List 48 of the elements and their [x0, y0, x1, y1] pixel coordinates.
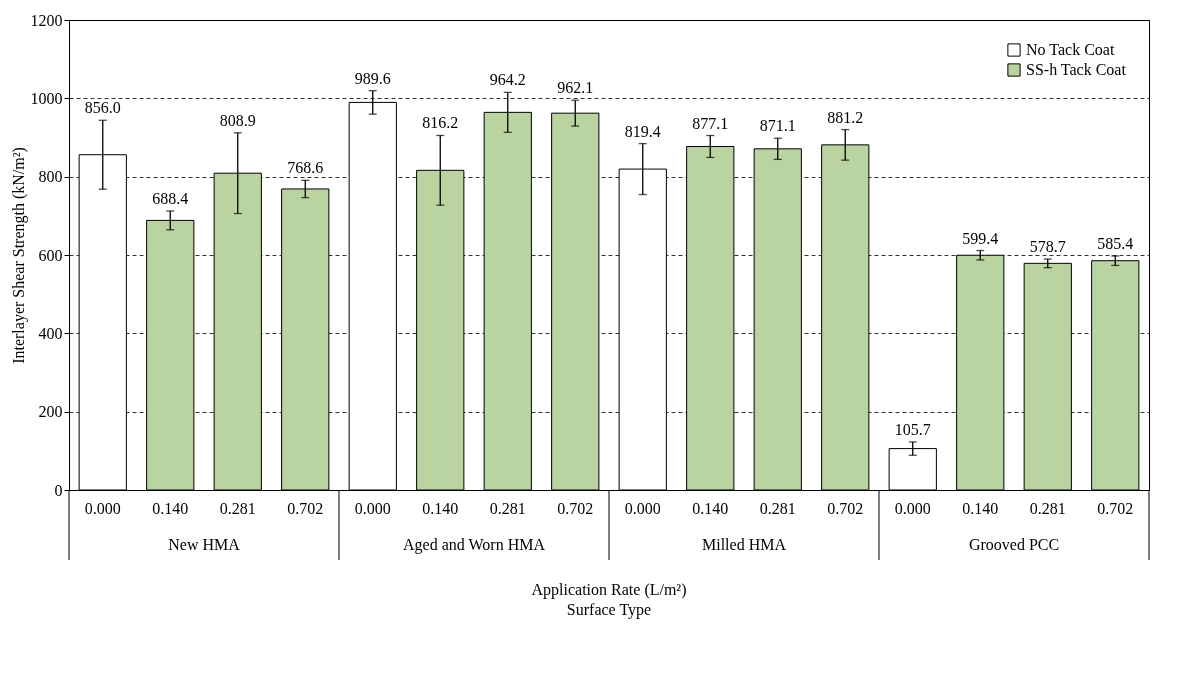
x-tick-label: 0.140: [422, 499, 459, 517]
data-label: 816.2: [422, 114, 459, 132]
data-label: 585.4: [1097, 235, 1134, 253]
data-label: 856.0: [84, 99, 121, 117]
text: New HMA: [168, 536, 241, 553]
y-tick-label: 0: [54, 481, 63, 499]
data-label: 768.6: [287, 159, 324, 177]
y-tick-label: 800: [38, 168, 63, 186]
text: Milled HMA: [702, 536, 787, 553]
x-tick-label: 0.140: [962, 499, 999, 517]
data-label: 989.6: [354, 69, 391, 87]
data-label: 962.1: [557, 79, 594, 97]
y-tick-label: 600: [38, 246, 63, 264]
x-tick-label: 0.702: [287, 499, 324, 517]
legend-label: No Tack Coat: [1026, 41, 1115, 58]
x-tick-label: 0.000: [84, 499, 121, 517]
legend-label: SS-h Tack Coat: [1026, 61, 1127, 78]
x-tick-label: 0.281: [759, 499, 796, 517]
x-tick-label: 0.000: [894, 499, 931, 517]
data-label: 808.9: [219, 111, 256, 129]
x-tick-label: 0.702: [1097, 499, 1134, 517]
x-tick-label: 0.281: [219, 499, 256, 517]
y-tick-label: 200: [38, 403, 63, 421]
text: Grooved PCC: [968, 536, 1060, 553]
data-label: 871.1: [759, 117, 796, 135]
y-tick-label: 400: [38, 324, 63, 342]
x-tick-label: 0.000: [354, 499, 391, 517]
x-tick-label: 0.140: [152, 499, 189, 517]
x-tick-label: 0.281: [1029, 499, 1066, 517]
x-axis-title: Application Rate (L/m²): [531, 581, 687, 599]
x-tick-label: 0.702: [557, 499, 594, 517]
data-label: 877.1: [692, 114, 729, 132]
data-label: 599.4: [962, 229, 999, 247]
x-tick-label: 0.281: [489, 499, 526, 517]
y-tick-label: 1000: [30, 89, 63, 107]
x-tick-label: 0.140: [692, 499, 729, 517]
text: Aged and Worn HMA: [403, 536, 546, 554]
data-label: 881.2: [827, 108, 864, 126]
y-axis-title: Interlayer Shear Strength (kN/m²): [9, 147, 28, 364]
y-tick-label: 1200: [30, 11, 63, 29]
x-tick-label: 0.000: [624, 499, 661, 517]
text: Surface Type: [566, 601, 652, 619]
data-label: 578.7: [1029, 238, 1066, 256]
x-tick-label: 0.702: [827, 499, 864, 517]
data-label: 105.7: [894, 420, 931, 438]
data-label: 688.4: [152, 189, 189, 207]
data-label: 964.2: [489, 71, 526, 89]
data-label: 819.4: [624, 122, 661, 140]
